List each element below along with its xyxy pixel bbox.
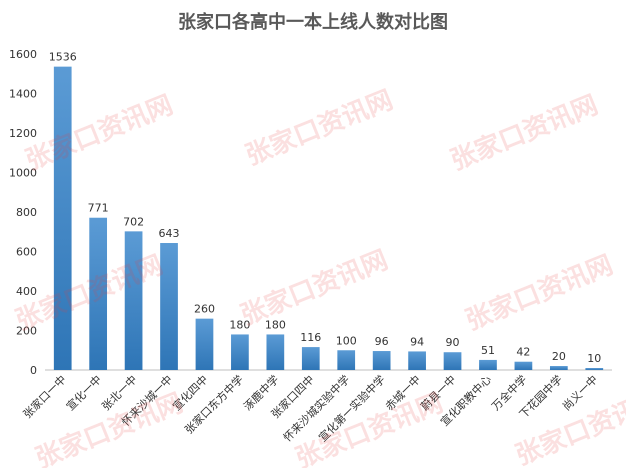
data-label: 90 [446, 336, 460, 349]
data-label: 702 [123, 215, 144, 228]
watermark-text: 张家口资讯网 [21, 89, 177, 176]
bar [479, 359, 497, 370]
bar [514, 361, 533, 370]
bar [160, 243, 178, 370]
y-tick-label: 1200 [9, 127, 37, 140]
data-label: 42 [516, 346, 530, 359]
bar [53, 66, 72, 370]
y-tick-label: 0 [30, 364, 37, 377]
bar [195, 318, 214, 370]
y-tick-label: 600 [16, 246, 37, 259]
data-label: 180 [229, 318, 250, 331]
category-label: 宣化一中 [63, 372, 104, 413]
bar [301, 347, 320, 370]
y-tick-label: 1600 [9, 48, 37, 61]
watermark-text: 张家口资讯网 [236, 244, 392, 331]
y-tick-label: 200 [16, 325, 37, 338]
data-label: 116 [300, 331, 321, 344]
data-label: 94 [410, 335, 424, 348]
data-label: 180 [265, 318, 286, 331]
bar [372, 351, 391, 370]
bar [124, 231, 143, 370]
chart-title: 张家口各高中一本上线人数对比图 [178, 11, 448, 33]
bar [585, 368, 604, 370]
data-label: 643 [159, 227, 180, 240]
data-labels-group: 1536 771 702 643 260 180 180 116 100 96 94 90 51 42 20… [49, 51, 602, 365]
data-label: 51 [481, 344, 495, 357]
bar [337, 350, 356, 370]
y-tick-label: 400 [16, 285, 37, 298]
data-label: 20 [552, 350, 566, 363]
y-tick-label: 1400 [9, 88, 37, 101]
y-tick-label: 800 [16, 206, 37, 219]
category-label: 张家口一中 [20, 372, 69, 421]
bar [549, 366, 568, 370]
watermark-text: 张家口资讯网 [461, 249, 617, 336]
data-label: 100 [336, 334, 357, 347]
data-label: 96 [375, 335, 389, 348]
watermark-text: 张家口资讯网 [241, 84, 397, 171]
data-label: 771 [88, 202, 109, 215]
bar [443, 352, 462, 370]
watermark-text: 张家口资讯网 [446, 89, 602, 176]
category-label: 尚义一中 [559, 372, 600, 413]
data-label: 10 [587, 352, 601, 365]
bars-group [53, 66, 604, 370]
bar [408, 351, 426, 370]
bar [266, 334, 285, 370]
bar [89, 217, 108, 370]
bar [231, 334, 249, 370]
y-tick-label: 1000 [9, 167, 37, 180]
data-label: 1536 [49, 51, 77, 64]
data-label: 260 [194, 303, 215, 316]
